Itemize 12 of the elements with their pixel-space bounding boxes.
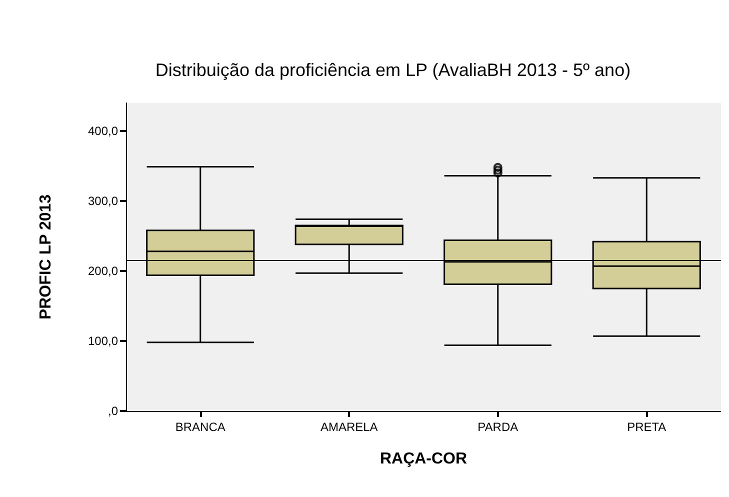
x-tick-label: PRETA xyxy=(627,420,666,434)
chart-title: Distribuição da proficiência em LP (AvaliaBH 2013 - 5º ano) xyxy=(155,60,631,80)
y-tick-label: ,0 xyxy=(108,404,118,418)
y-tick-label: 100,0 xyxy=(88,334,118,348)
x-axis-title: RAÇA-COR xyxy=(380,450,468,468)
x-tick-label: AMARELA xyxy=(320,420,378,434)
y-tick-label: 300,0 xyxy=(88,194,118,208)
x-tick-label: BRANCA xyxy=(175,420,226,434)
y-tick-label: 200,0 xyxy=(88,264,118,278)
x-tick-label: PARDA xyxy=(478,420,518,434)
y-axis-title: PROFIC LP 2013 xyxy=(38,194,54,320)
y-tick-label: 400,0 xyxy=(88,124,118,138)
